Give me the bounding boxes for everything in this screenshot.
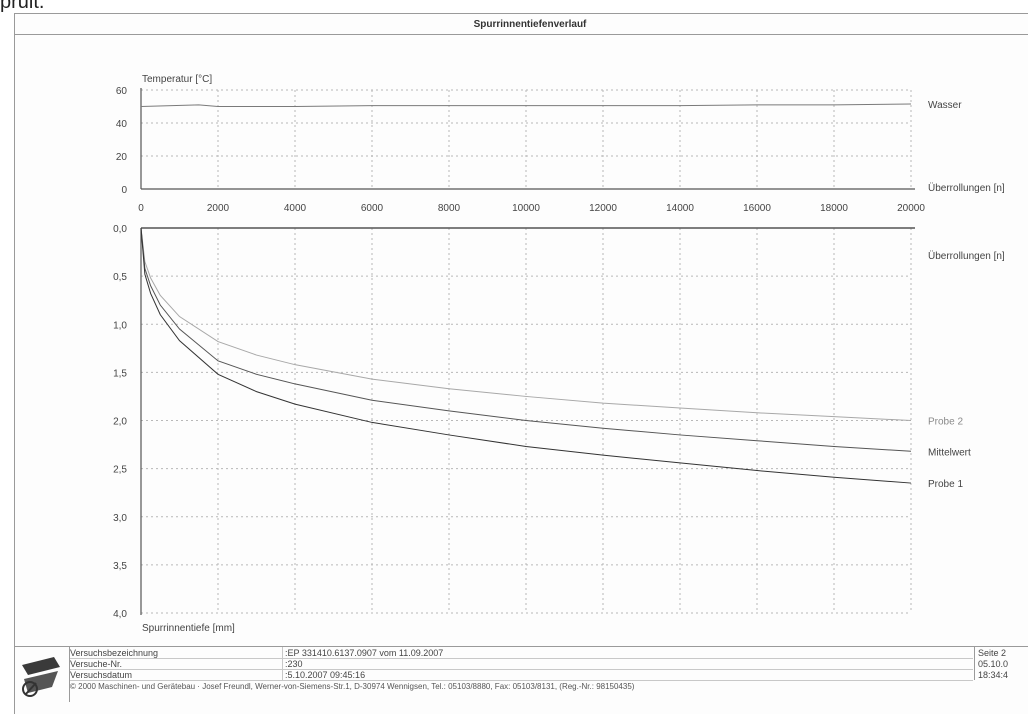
- logo-icon: [22, 657, 60, 697]
- depth-y-tick-label: 2,5: [113, 465, 127, 476]
- temp-x-tick-label: 6000: [361, 203, 384, 214]
- legend-label-probe-2: Probe 2: [928, 417, 963, 428]
- series-line-probe-2: [140, 227, 912, 421]
- company-logo: [14, 647, 70, 702]
- report-sheet: Spurrinnentiefenverlauf: [14, 13, 1028, 714]
- temp-x-tick-label: 16000: [743, 203, 771, 214]
- temp-y-axis-label: Temperatur [°C]: [142, 74, 212, 85]
- meta-value: :EP 331410.6137.0907 vom 11.09.2007: [285, 648, 444, 658]
- page-snippet-text: pruit.: [0, 0, 45, 13]
- temp-x-axis-label: Überrollungen [n]: [928, 182, 1005, 194]
- depth-y-tick-label: 1,5: [113, 368, 127, 379]
- meta-value: :5.10.2007 09:45:16: [285, 670, 366, 680]
- temp-x-tick-label: 10000: [512, 203, 540, 214]
- meta-column-divider: [282, 647, 283, 680]
- depth-y-tick-label: 3,0: [113, 513, 127, 524]
- temp-x-tick-label: 20000: [897, 203, 925, 214]
- series-line-mittelwert: [140, 227, 912, 452]
- temp-x-tick-label: 14000: [666, 203, 694, 214]
- meta-value: :230: [285, 659, 303, 669]
- meta-divider: [70, 669, 973, 670]
- temp-x-tick-label: 2000: [207, 203, 230, 214]
- page-info-box: Seite 2 05.10.0 18:34:4: [974, 647, 1028, 680]
- temp-x-tick-label: 4000: [284, 203, 307, 214]
- temp-x-tick-label: 12000: [589, 203, 617, 214]
- meta-label: Versuchsdatum: [70, 670, 133, 680]
- depth-x-axis-label: Überrollungen [n]: [928, 250, 1005, 262]
- legend-label-probe-1: Probe 1: [928, 479, 963, 490]
- depth-y-tick-label: 0,0: [113, 224, 127, 235]
- temp-x-tick-label: 8000: [438, 203, 461, 214]
- copyright-line: © 2000 Maschinen- und Gerätebau · Josef …: [70, 682, 635, 691]
- depth-y-axis-label: Spurrinnentiefe [mm]: [142, 623, 235, 634]
- temp-y-tick-label: 60: [116, 86, 128, 97]
- depth-y-tick-label: 3,5: [113, 561, 127, 572]
- page-number: Seite 2: [978, 648, 1007, 658]
- series-line-wasser: [140, 103, 912, 107]
- temp-y-tick-label: 20: [116, 152, 128, 163]
- temp-y-tick-label: 0: [121, 185, 127, 196]
- meta-divider: [70, 680, 973, 681]
- series-line-probe-1: [140, 227, 912, 484]
- meta-label: Versuche-Nr.: [70, 659, 123, 669]
- title-band: Spurrinnentiefenverlauf: [15, 14, 1028, 35]
- chart-title: Spurrinnentiefenverlauf: [473, 19, 587, 30]
- meta-label: Versuchsbezeichnung: [70, 648, 159, 658]
- meta-divider: [70, 658, 973, 659]
- temp-y-tick-label: 40: [116, 119, 128, 130]
- print-date: 05.10.0: [978, 659, 1009, 669]
- temp-x-tick-label: 18000: [820, 203, 848, 214]
- depth-y-tick-label: 4,0: [113, 609, 127, 620]
- depth-y-tick-label: 1,0: [113, 320, 127, 331]
- temp-x-tick-label: 0: [138, 203, 144, 214]
- report-footer: Versuchsbezeichnung :EP 331410.6137.0907…: [14, 646, 1028, 704]
- legend-label-wasser: Wasser: [928, 100, 962, 111]
- print-time: 18:34:4: [978, 670, 1009, 680]
- depth-y-tick-label: 0,5: [113, 272, 127, 283]
- legend-label-mittelwert: Mittelwert: [928, 447, 971, 458]
- depth-y-tick-label: 2,0: [113, 417, 127, 428]
